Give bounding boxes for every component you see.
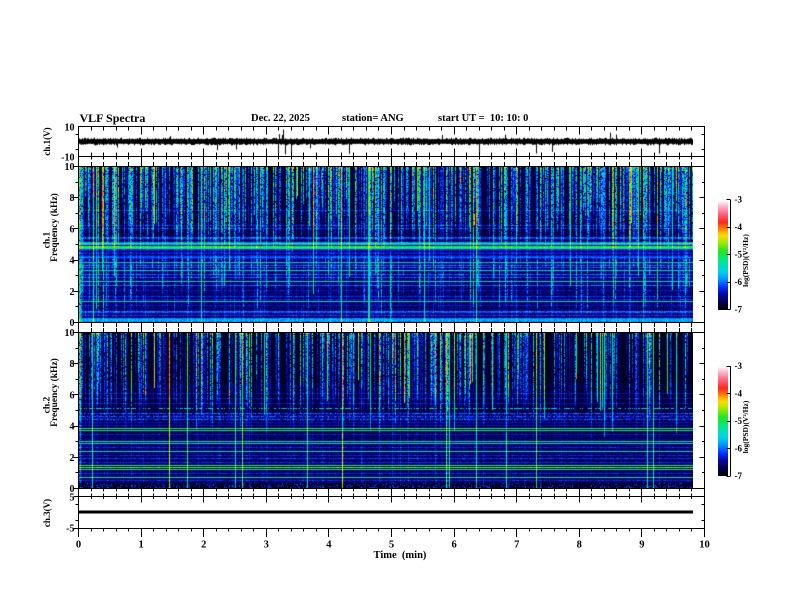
svg-text:2: 2 — [201, 540, 206, 551]
svg-text:ch.2: ch.2 — [43, 396, 53, 413]
svg-text:-5: -5 — [66, 524, 74, 535]
svg-text:-6: -6 — [735, 277, 743, 287]
svg-text:station= ANG: station= ANG — [342, 113, 404, 124]
svg-text:8: 8 — [577, 540, 582, 551]
svg-text:-4: -4 — [735, 389, 743, 399]
svg-text:Frequency (kHz): Frequency (kHz) — [49, 358, 60, 427]
svg-text:5: 5 — [389, 540, 394, 551]
svg-text:ch.1(V): ch.1(V) — [42, 127, 52, 155]
svg-text:6: 6 — [70, 390, 75, 401]
svg-text:ch.3(V): ch.3(V) — [42, 499, 52, 527]
svg-text:VLF Spectra: VLF Spectra — [80, 111, 146, 125]
svg-text:-5: -5 — [735, 416, 743, 426]
svg-text:0: 0 — [76, 540, 81, 551]
svg-text:log(PSD)(V²/Hz): log(PSD)(V²/Hz) — [741, 234, 750, 287]
svg-text:ch.1: ch.1 — [43, 231, 53, 248]
svg-text:10: 10 — [699, 540, 710, 551]
svg-text:10: 10 — [65, 123, 75, 134]
svg-text:10: 10 — [65, 328, 75, 339]
svg-text:5: 5 — [70, 493, 75, 504]
svg-text:8: 8 — [70, 359, 75, 370]
svg-text:6: 6 — [451, 540, 456, 551]
svg-text:-7: -7 — [735, 305, 743, 315]
svg-text:-7: -7 — [735, 471, 743, 481]
svg-text:2: 2 — [70, 453, 75, 464]
svg-text:log(PSD)(V²/Hz): log(PSD)(V²/Hz) — [741, 400, 750, 453]
svg-text:0: 0 — [70, 484, 75, 495]
svg-text:1: 1 — [138, 540, 143, 551]
svg-text:0: 0 — [70, 318, 75, 329]
svg-text:8: 8 — [70, 193, 75, 204]
svg-text:10: 10 — [65, 162, 75, 173]
svg-text:-3: -3 — [735, 361, 743, 371]
svg-text:4: 4 — [326, 540, 332, 551]
svg-text:7: 7 — [514, 540, 519, 551]
svg-text:Dec. 22, 2025: Dec. 22, 2025 — [251, 113, 310, 124]
svg-text:-10: -10 — [61, 153, 74, 164]
svg-text:-6: -6 — [735, 444, 743, 454]
svg-text:9: 9 — [639, 540, 644, 551]
svg-text:Frequency (kHz): Frequency (kHz) — [49, 193, 60, 262]
svg-text:4: 4 — [70, 256, 75, 267]
svg-text:start UT = 10: 10: 0: start UT = 10: 10: 0 — [438, 113, 528, 124]
svg-text:6: 6 — [70, 224, 75, 235]
svg-text:4: 4 — [70, 422, 75, 433]
svg-text:2: 2 — [70, 287, 75, 298]
svg-text:Time (min): Time (min) — [374, 550, 427, 561]
svg-text:3: 3 — [264, 540, 269, 551]
svg-text:-5: -5 — [735, 250, 743, 260]
svg-text:-3: -3 — [735, 195, 743, 205]
svg-text:-4: -4 — [735, 222, 743, 232]
